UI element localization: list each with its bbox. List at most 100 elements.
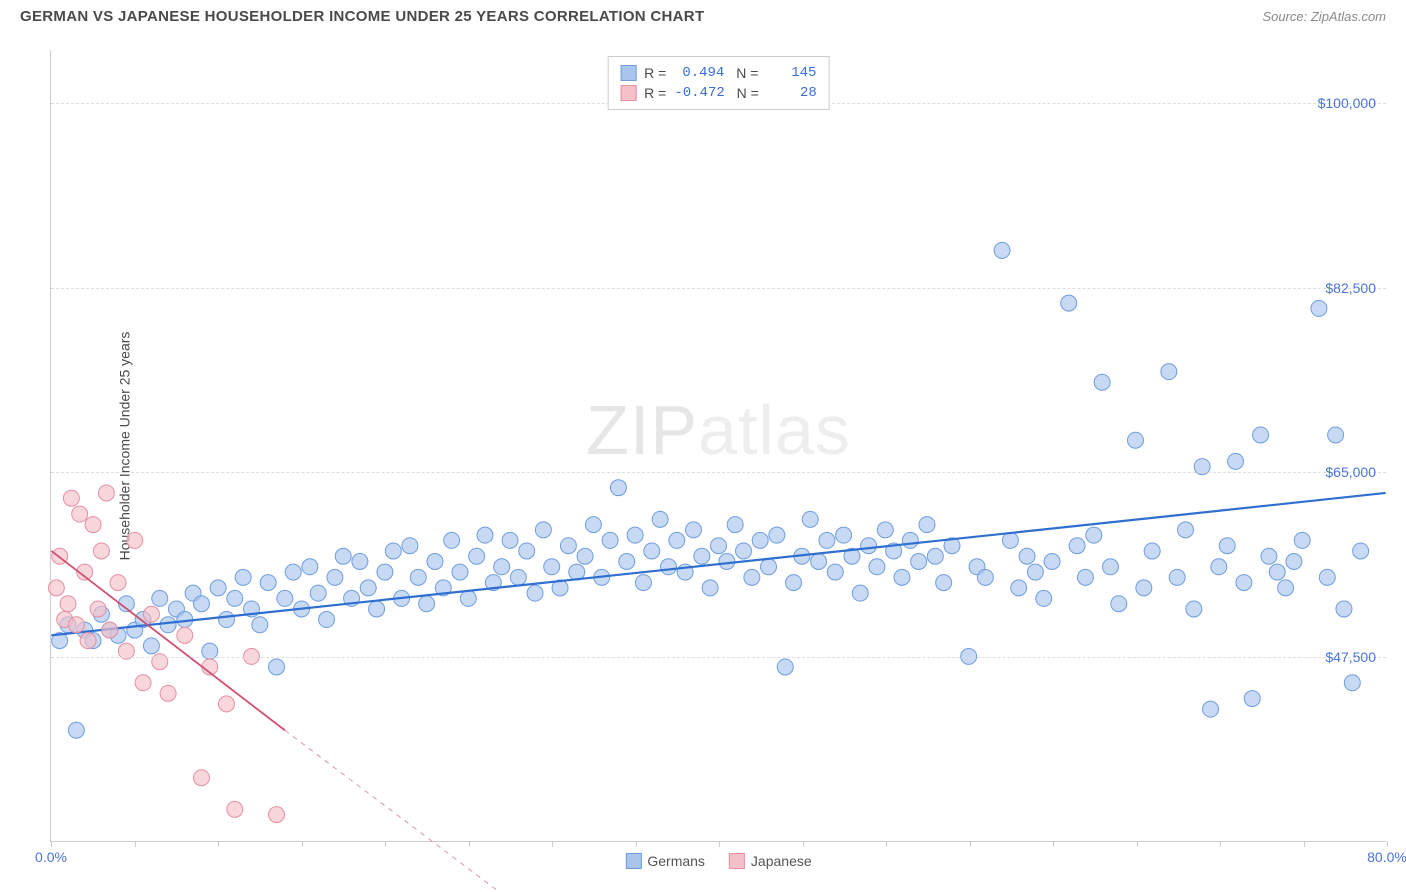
data-point	[1336, 601, 1352, 617]
data-point	[902, 532, 918, 548]
data-point	[160, 617, 176, 633]
data-point	[143, 638, 159, 654]
gridline	[51, 288, 1386, 289]
y-tick-label: $100,000	[1318, 95, 1376, 111]
data-point	[1269, 564, 1285, 580]
data-point	[1311, 300, 1327, 316]
data-point	[402, 538, 418, 554]
data-point	[1169, 569, 1185, 585]
data-point	[1027, 564, 1043, 580]
data-point	[744, 569, 760, 585]
x-tick	[1387, 841, 1388, 847]
data-point	[619, 554, 635, 570]
data-point	[869, 559, 885, 575]
data-point	[48, 580, 64, 596]
data-point	[627, 527, 643, 543]
data-point	[1069, 538, 1085, 554]
data-point	[1036, 590, 1052, 606]
data-point	[1161, 364, 1177, 380]
data-point	[719, 554, 735, 570]
swatch-germans	[620, 65, 636, 81]
data-point	[110, 575, 126, 591]
x-tick	[1220, 841, 1221, 847]
data-point	[827, 564, 843, 580]
x-tick	[970, 841, 971, 847]
y-tick-label: $47,500	[1325, 649, 1376, 665]
data-point	[63, 490, 79, 506]
data-point	[68, 617, 84, 633]
data-point	[1244, 691, 1260, 707]
x-tick-label: 0.0%	[35, 849, 67, 865]
data-point	[510, 569, 526, 585]
data-point	[585, 517, 601, 533]
r-value-japanese: -0.472	[674, 85, 724, 101]
correlation-stats-box: R = 0.494 N = 145 R = -0.472 N = 28	[607, 56, 830, 110]
data-point	[352, 554, 368, 570]
stats-row-germans: R = 0.494 N = 145	[620, 63, 817, 83]
data-point	[460, 590, 476, 606]
data-point	[652, 511, 668, 527]
data-point	[90, 601, 106, 617]
data-point	[644, 543, 660, 559]
data-point	[911, 554, 927, 570]
data-point	[193, 770, 209, 786]
data-point	[1102, 559, 1118, 575]
data-point	[269, 807, 285, 823]
data-point	[335, 548, 351, 564]
data-point	[135, 675, 151, 691]
data-point	[494, 559, 510, 575]
x-tick	[886, 841, 887, 847]
data-point	[602, 532, 618, 548]
data-point	[635, 575, 651, 591]
x-tick	[135, 841, 136, 847]
stats-row-japanese: R = -0.472 N = 28	[620, 83, 817, 103]
data-point	[1286, 554, 1302, 570]
data-point	[218, 696, 234, 712]
legend-label: Germans	[647, 853, 705, 869]
x-tick	[218, 841, 219, 847]
data-point	[277, 590, 293, 606]
data-point	[777, 659, 793, 675]
data-point	[1203, 701, 1219, 717]
data-point	[852, 585, 868, 601]
source-label: Source: ZipAtlas.com	[1262, 9, 1386, 24]
data-point	[227, 801, 243, 817]
data-point	[127, 532, 143, 548]
x-tick	[1137, 841, 1138, 847]
data-point	[694, 548, 710, 564]
data-point	[761, 559, 777, 575]
data-point	[152, 590, 168, 606]
data-point	[977, 569, 993, 585]
data-point	[260, 575, 276, 591]
data-point	[1278, 580, 1294, 596]
data-point	[819, 532, 835, 548]
data-point	[1186, 601, 1202, 617]
legend-swatch	[729, 853, 745, 869]
data-point	[711, 538, 727, 554]
data-point	[736, 543, 752, 559]
chart-title: GERMAN VS JAPANESE HOUSEHOLDER INCOME UN…	[20, 8, 704, 25]
data-point	[1002, 532, 1018, 548]
data-point	[102, 622, 118, 638]
data-point	[385, 543, 401, 559]
data-point	[836, 527, 852, 543]
data-point	[544, 559, 560, 575]
data-point	[802, 511, 818, 527]
legend-swatch	[625, 853, 641, 869]
data-point	[527, 585, 543, 601]
trend-line	[51, 493, 1385, 635]
data-point	[685, 522, 701, 538]
data-point	[1344, 675, 1360, 691]
data-point	[152, 654, 168, 670]
data-point	[93, 543, 109, 559]
data-point	[477, 527, 493, 543]
data-point	[302, 559, 318, 575]
data-point	[210, 580, 226, 596]
data-point	[269, 659, 285, 675]
bottom-legend: GermansJapanese	[625, 853, 811, 869]
data-point	[444, 532, 460, 548]
data-point	[1328, 427, 1344, 443]
data-point	[1294, 532, 1310, 548]
data-point	[669, 532, 685, 548]
y-tick-label: $82,500	[1325, 280, 1376, 296]
